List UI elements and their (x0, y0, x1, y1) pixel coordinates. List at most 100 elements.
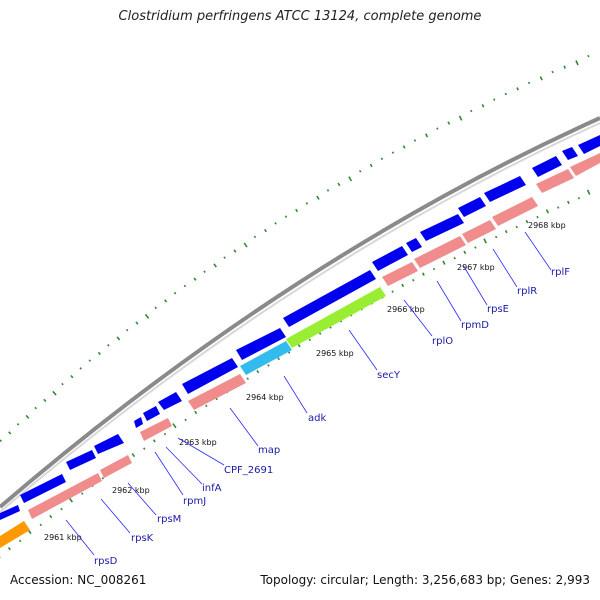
leader-line (436, 280, 462, 322)
gc-tick-mark (173, 291, 177, 295)
gc-tick-mark (516, 87, 520, 91)
highlight-orange-block (0, 521, 30, 548)
reverse-strand-track (28, 153, 600, 519)
gc-tick-mark (539, 76, 543, 81)
gc-tick-mark (274, 222, 277, 225)
gc-tick-mark (284, 215, 288, 218)
gc-tick-mark (25, 414, 30, 419)
forward-strand-track (0, 135, 600, 520)
gene-label-infA: infA (202, 483, 222, 494)
forward-gene-block (484, 176, 526, 202)
gc-tick-mark (504, 229, 508, 234)
gc-tick-mark (458, 115, 463, 121)
gc-tick-mark (316, 195, 320, 200)
highlight-cyan-block (240, 341, 292, 375)
highlight-features (0, 287, 386, 548)
gene-label-rplF: rplF (551, 267, 570, 278)
gene-label-rpmJ: rpmJ (183, 496, 206, 507)
forward-gene-block (236, 328, 286, 360)
accession-label: Accession: NC_008261 (10, 573, 147, 587)
gc-tick-mark (172, 423, 177, 429)
leader-line (154, 451, 184, 496)
leader-line (462, 264, 488, 306)
gene-label-rpsM: rpsM (157, 514, 181, 525)
leader-line (403, 299, 433, 337)
gc-tick-mark (68, 497, 74, 503)
gene-label-rpsD: rpsD (94, 556, 118, 567)
highlight-green-block (286, 287, 386, 348)
kbp-tick-label: 2968 kbp (528, 221, 566, 230)
gene-label-rpmD: rpmD (461, 320, 489, 331)
gene-leader-lines (65, 231, 552, 556)
gene-label-rpsE: rpsE (487, 304, 509, 315)
gc-tick-mark (577, 196, 581, 200)
gc-tick-mark (453, 256, 456, 260)
gc-tick-mark (246, 377, 249, 380)
forward-gene-block (0, 505, 20, 520)
kbp-tick-label: 2965 kbp (316, 349, 354, 358)
gc-tick-mark (432, 267, 436, 271)
gene-label-secY: secY (377, 370, 401, 381)
gc-tick-mark (359, 169, 362, 173)
gc-tick-mark (203, 270, 206, 273)
reverse-gene-block (100, 455, 132, 478)
gc-tick-mark (194, 410, 198, 415)
gc-tick-mark (421, 272, 425, 276)
gc-tick-mark (7, 547, 11, 551)
gc-tick-mark (447, 121, 451, 125)
forward-gene-block (66, 450, 96, 470)
reverse-gene-block (140, 418, 172, 441)
gc-tick-mark (101, 477, 105, 480)
forward-gene-block (143, 406, 160, 421)
gc-tick-mark (163, 432, 167, 436)
gc-tick-mark (18, 539, 22, 543)
gc-tick-mark (125, 328, 129, 332)
gc-tick-mark (143, 447, 146, 450)
gc-tick-mark (536, 215, 539, 219)
gc-tick-mark (253, 235, 257, 239)
leader-line (127, 482, 157, 516)
gene-label-rplR: rplR (517, 286, 537, 297)
gene-labels: rpsD rpsK rpsM rpmJ infA CPF_2691 map ad… (94, 267, 570, 567)
leader-line (283, 375, 308, 414)
forward-gene-block (458, 197, 486, 217)
kbp-tick-label: 2962 kbp (112, 486, 150, 495)
gc-tick-mark (256, 369, 260, 374)
forward-gene-block (532, 156, 562, 177)
gc-tick-mark (8, 431, 12, 435)
forward-gene-block (283, 270, 376, 327)
gc-tick-mark (213, 263, 217, 268)
gc-tick-mark (0, 439, 2, 442)
gc-tick-mark (233, 249, 237, 253)
gc-tick-mark (34, 406, 37, 410)
reverse-gene-block (28, 473, 102, 519)
gc-tick-mark (27, 530, 32, 535)
gc-tick-mark (326, 189, 330, 192)
gc-tick-mark (566, 200, 570, 205)
kbp-tick-label: 2964 kbp (246, 393, 284, 402)
reverse-gene-block (414, 236, 466, 268)
gene-label-CPF_2691: CPF_2691 (224, 465, 273, 476)
gc-tick-mark (39, 523, 43, 527)
genome-backbone (0, 116, 600, 513)
leader-line (100, 498, 131, 534)
gc-tick-mark (295, 208, 299, 213)
gc-tick-mark (264, 228, 267, 233)
gc-tick-mark (184, 418, 187, 422)
gene-label-adk: adk (308, 413, 326, 424)
forward-gene-block (20, 474, 66, 503)
gc-tick-mark (474, 246, 477, 249)
gc-tick-mark (493, 98, 496, 101)
gc-tick-mark (97, 351, 101, 356)
kbp-tick-label: 2967 kbp (457, 263, 495, 272)
gc-tick-mark (43, 398, 47, 403)
gc-tick-mark (402, 145, 406, 149)
gc-tick-mark (116, 336, 121, 341)
gc-tick-mark (412, 278, 415, 282)
gc-tick-mark (504, 92, 507, 96)
genome-summary: Topology: circular; Length: 3,256,683 bp… (260, 573, 590, 587)
gc-tick-mark (481, 104, 485, 108)
gc-tick-mark (131, 453, 136, 458)
gc-tick-mark (587, 54, 590, 58)
